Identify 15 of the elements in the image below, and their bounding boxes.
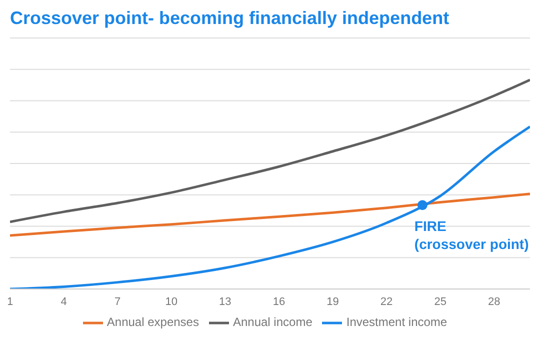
x-tick-label: 19: [326, 296, 339, 308]
chart-title: Crossover point- becoming financially independent: [10, 8, 450, 29]
x-tick-label: 1: [6, 296, 14, 308]
x-tick-label: 16: [272, 296, 286, 308]
legend-label: Annual expenses: [106, 315, 199, 330]
x-tick-label: 4: [60, 296, 67, 308]
x-tick-label: 10: [165, 296, 178, 308]
x-tick-label: 25: [434, 296, 446, 308]
x-tick-label: 13: [219, 296, 232, 308]
x-tick-label: 28: [488, 296, 500, 308]
legend-label: Annual income: [232, 315, 312, 330]
x-tick-label: 7: [114, 296, 121, 308]
legend-label: Investment income: [346, 315, 448, 330]
annotation: FIRE (crossover point): [414, 218, 529, 252]
x-tick-label: 22: [380, 296, 393, 308]
